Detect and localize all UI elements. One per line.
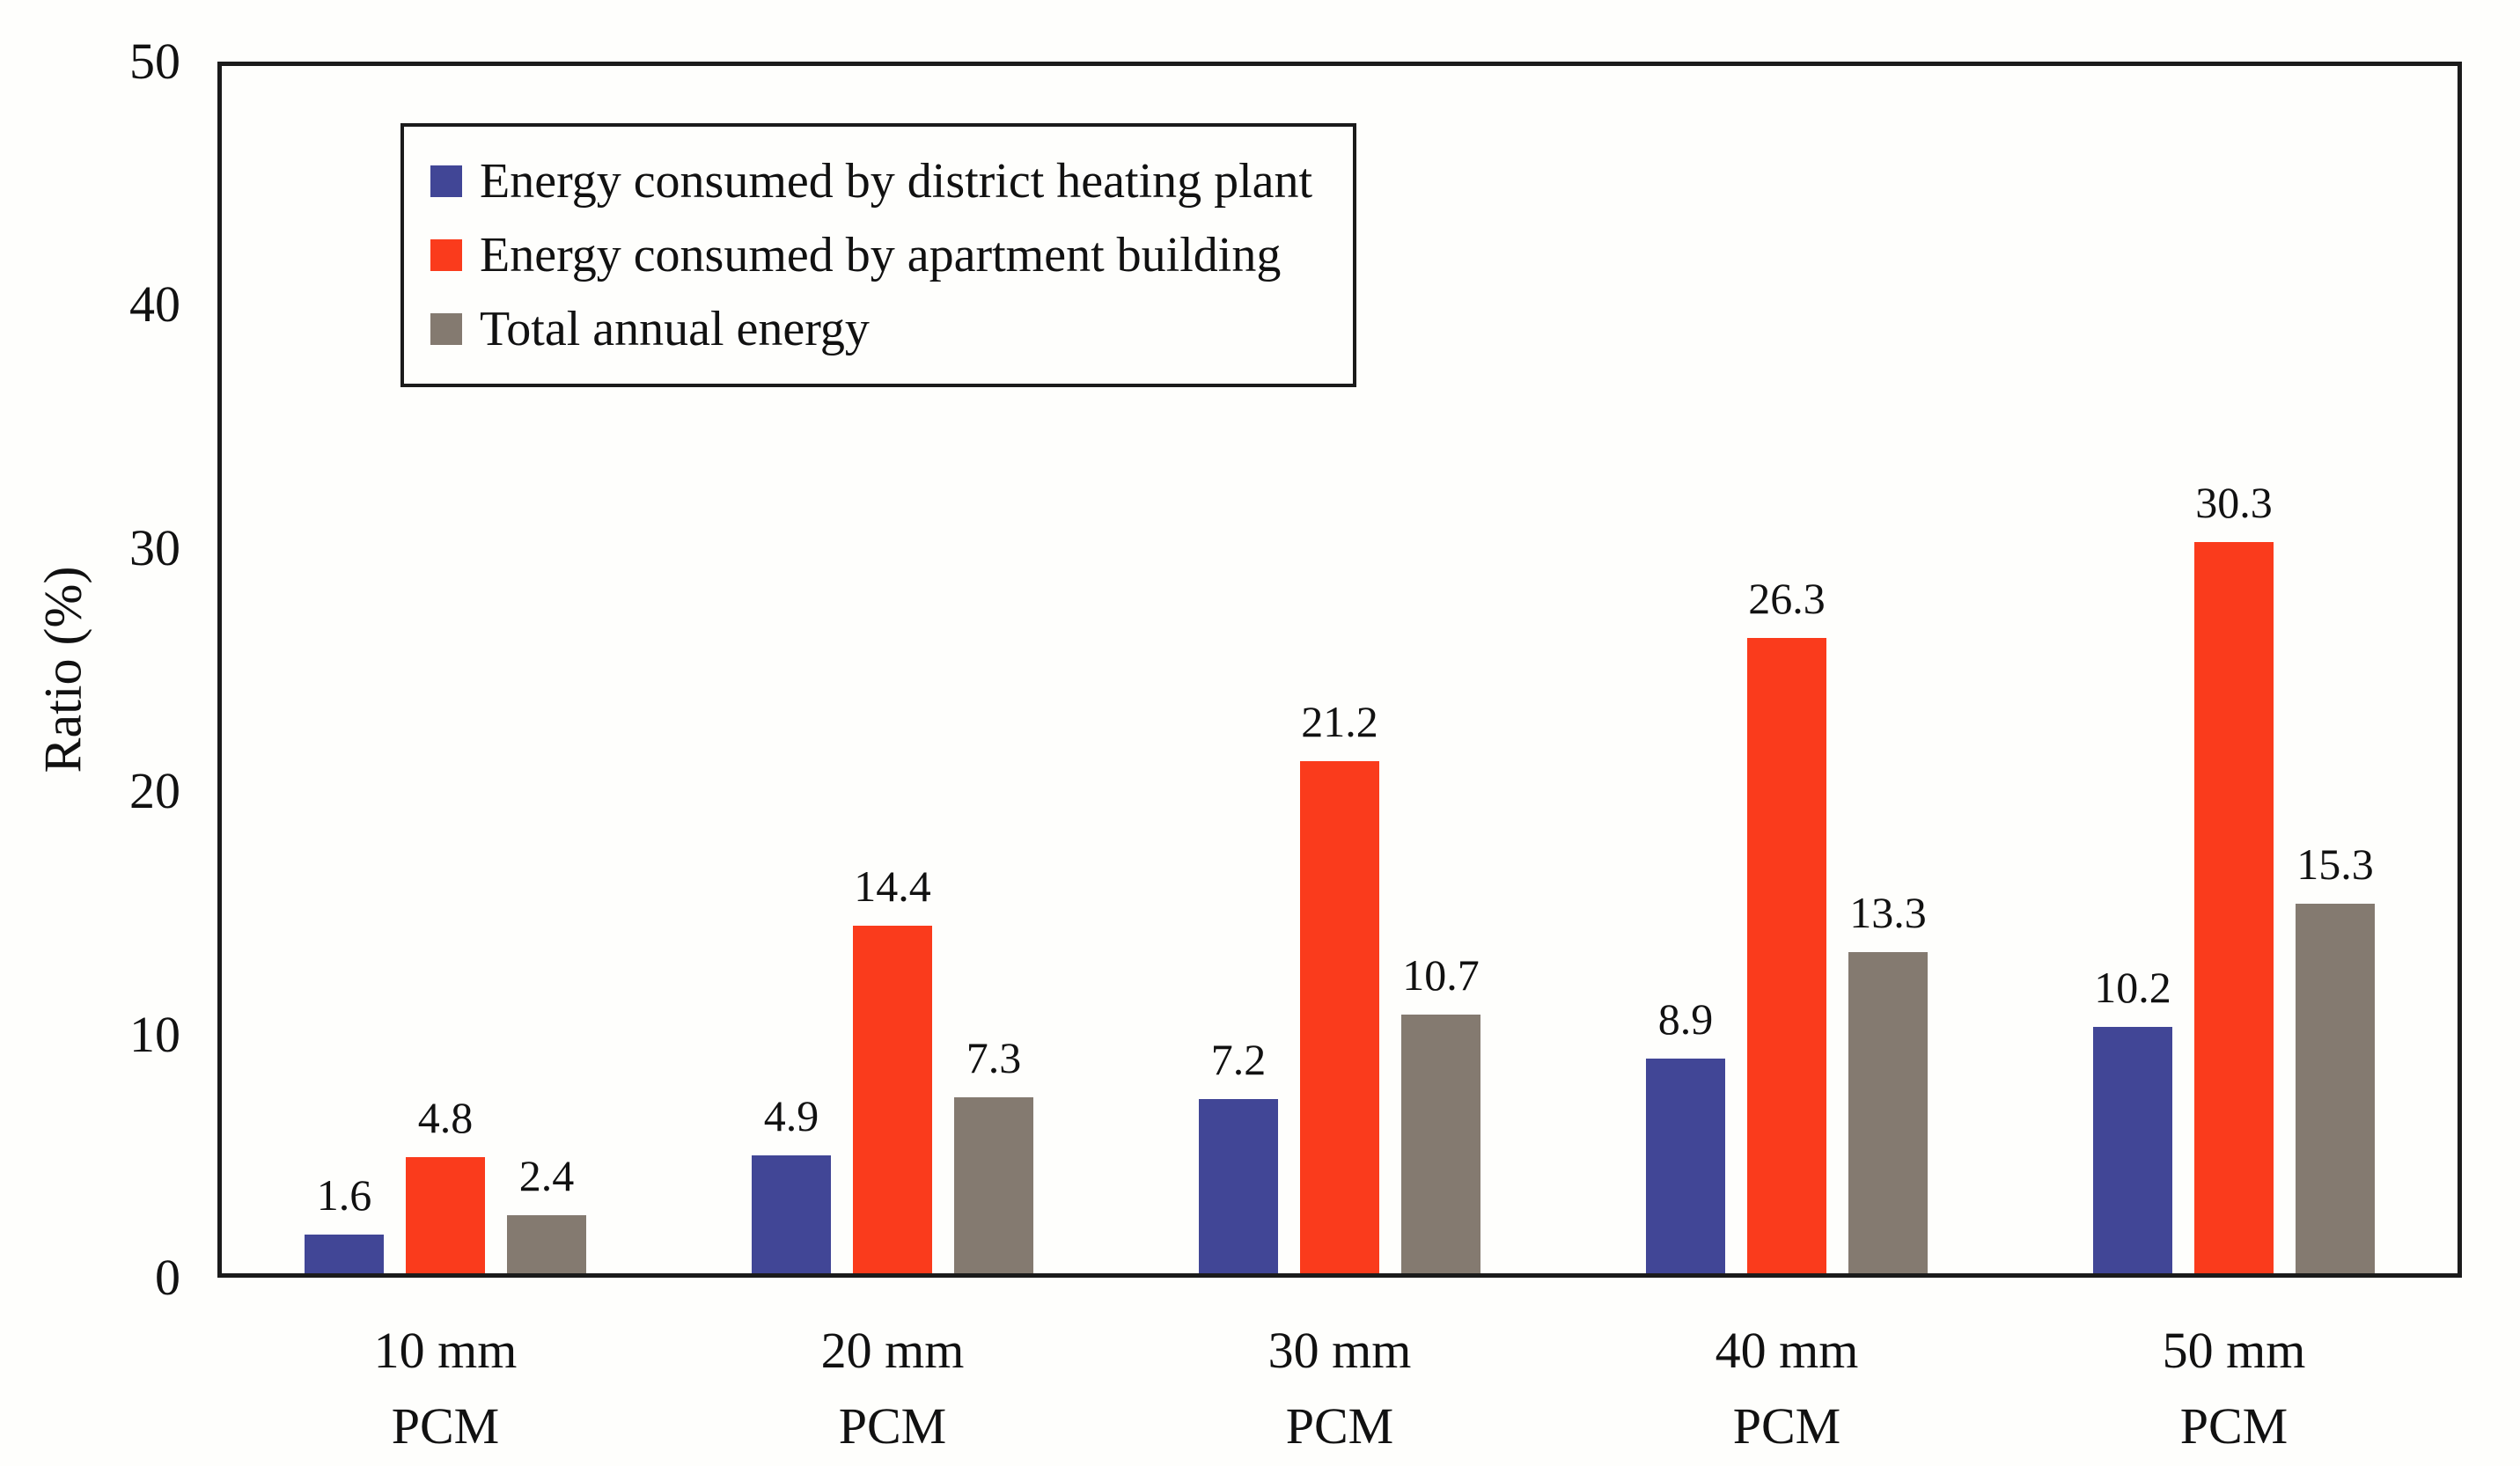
- y-axis-title: Ratio (%): [33, 566, 92, 773]
- bar-value-label: 4.9: [763, 1091, 819, 1140]
- bar: [406, 1157, 485, 1273]
- x-category-label: 20 mm PCM: [664, 1313, 1121, 1464]
- y-axis-tick-label: 10: [129, 1005, 180, 1063]
- legend-item-label: Total annual energy: [480, 302, 870, 356]
- bar-value-label: 30.3: [2195, 478, 2273, 527]
- bar-value-label: 7.2: [1210, 1035, 1267, 1084]
- x-category-label: 10 mm PCM: [217, 1313, 674, 1464]
- bar-value-label: 14.4: [854, 861, 931, 911]
- x-category-label-line: PCM: [838, 1397, 947, 1455]
- legend-item: Energy consumed by district heating plan…: [430, 148, 1312, 215]
- x-category-label-line: PCM: [1732, 1397, 1841, 1455]
- legend-swatch-icon: [430, 165, 462, 197]
- legend-swatch-icon: [430, 313, 462, 345]
- x-category-label-line: 50 mm: [2162, 1322, 2306, 1379]
- bar: [1401, 1015, 1480, 1273]
- bar: [1646, 1059, 1725, 1273]
- bar-value-label: 10.2: [2094, 963, 2171, 1012]
- bar-value-label: 21.2: [1301, 697, 1378, 746]
- bar: [1199, 1099, 1278, 1273]
- legend-item: Energy consumed by apartment building: [430, 222, 1312, 289]
- bar: [853, 926, 932, 1273]
- x-category-label-line: 40 mm: [1715, 1322, 1859, 1379]
- bar: [1848, 952, 1928, 1273]
- bar: [954, 1097, 1033, 1273]
- x-category-label: 40 mm PCM: [1558, 1313, 2016, 1464]
- x-category-label-line: 20 mm: [820, 1322, 965, 1379]
- bar-value-label: 15.3: [2296, 839, 2374, 889]
- bar-value-label: 2.4: [518, 1151, 575, 1200]
- x-category-label-line: 10 mm: [373, 1322, 518, 1379]
- bar: [752, 1155, 831, 1273]
- bar-value-label: 4.8: [417, 1093, 474, 1142]
- x-category-label-line: 30 mm: [1267, 1322, 1412, 1379]
- x-category-label-line: PCM: [2179, 1397, 2289, 1455]
- x-category-label: 50 mm PCM: [2005, 1313, 2463, 1464]
- y-axis-tick-label: 30: [129, 518, 180, 576]
- bar: [1300, 761, 1379, 1273]
- bar: [1747, 638, 1826, 1273]
- bar-value-label: 10.7: [1402, 950, 1480, 1000]
- bar: [2194, 542, 2274, 1273]
- legend-item: Total annual energy: [430, 296, 1312, 363]
- bar-value-label: 8.9: [1657, 994, 1714, 1044]
- legend: Energy consumed by district heating plan…: [400, 123, 1357, 387]
- bar: [305, 1235, 384, 1273]
- x-category-label-line: PCM: [1285, 1397, 1394, 1455]
- bar-value-label: 13.3: [1849, 888, 1927, 937]
- y-axis-tick-label: 50: [129, 33, 180, 90]
- bar-value-label: 1.6: [316, 1170, 372, 1220]
- x-category-label: 30 mm PCM: [1111, 1313, 1569, 1464]
- legend-item-label: Energy consumed by apartment building: [480, 228, 1282, 282]
- y-axis-tick-label: 0: [155, 1249, 180, 1306]
- legend-swatch-icon: [430, 239, 462, 271]
- y-axis-tick-label: 20: [129, 762, 180, 820]
- y-axis-tick-label: 40: [129, 275, 180, 334]
- legend-item-label: Energy consumed by district heating plan…: [480, 154, 1313, 209]
- bar-value-label: 7.3: [966, 1033, 1022, 1082]
- plot-area: 1.6 4.8 2.4 4.9 14.4 7.3 7.2 21.2 10.7 8.9 26.3 13.…: [217, 62, 2462, 1278]
- bar: [2296, 904, 2375, 1273]
- bar-value-label: 26.3: [1748, 574, 1826, 623]
- x-category-label-line: PCM: [391, 1397, 500, 1455]
- bar: [2093, 1027, 2172, 1273]
- bar: [507, 1215, 586, 1273]
